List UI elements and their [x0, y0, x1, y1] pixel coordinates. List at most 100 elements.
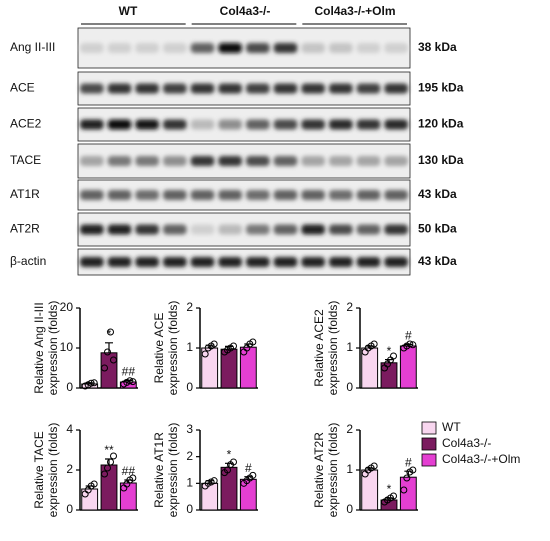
significance-label: #: [405, 455, 412, 469]
blot-band: [218, 156, 242, 166]
data-point: [249, 338, 257, 346]
data-point: [129, 474, 137, 482]
data-point: [370, 462, 378, 470]
blot-band: [301, 83, 325, 94]
row-label: ACE: [10, 81, 35, 95]
y-tick-label: 2: [346, 300, 353, 314]
blot-band: [80, 43, 104, 53]
blot-band: [356, 257, 381, 267]
blot-band: [190, 83, 215, 94]
data-point: [101, 470, 108, 478]
blot-band: [218, 83, 242, 94]
y-tick-label: 1: [186, 340, 193, 354]
blot-band: [246, 257, 270, 267]
blot-band: [218, 224, 242, 235]
data-point: [370, 340, 378, 348]
data-point: [406, 340, 414, 348]
blot-band: [384, 190, 408, 200]
y-tick-label: 0: [346, 502, 353, 516]
group-label: Col4a3-/-+Olm: [314, 4, 395, 18]
blot-band: [301, 156, 325, 166]
blot-band: [329, 190, 353, 200]
blot-band: [218, 119, 242, 130]
blot-band: [107, 224, 132, 235]
blot-band: [329, 224, 353, 235]
data-point: [409, 341, 417, 349]
blot-band: [356, 190, 381, 200]
y-axis-label: Relative TACE: [32, 431, 46, 509]
bar: [399, 345, 417, 389]
blot-band: [107, 190, 132, 200]
data-point: [249, 471, 257, 479]
data-point: [90, 480, 98, 488]
blot-band: [329, 257, 353, 267]
y-axis-label: expression (folds): [326, 423, 340, 518]
blot-band: [80, 190, 104, 200]
blot-band: [301, 43, 325, 53]
blot-band: [384, 257, 408, 267]
blot-band: [190, 156, 215, 166]
blot-band: [80, 257, 104, 267]
significance-label: ##: [122, 365, 136, 379]
size-label: 120 kDa: [418, 117, 464, 131]
data-point: [390, 492, 397, 500]
blot-band: [135, 156, 159, 166]
y-tick-label: 2: [186, 300, 193, 314]
y-axis-label: Relative Ang II-III: [32, 302, 46, 393]
blot-band: [163, 119, 187, 130]
bar: [399, 476, 417, 511]
blot-band: [301, 119, 325, 130]
blot-band: [190, 43, 215, 53]
legend-swatch: [421, 453, 437, 467]
data-point: [90, 379, 98, 387]
size-label: 50 kDa: [418, 222, 457, 236]
blot-band: [163, 257, 187, 267]
blot-strip: [77, 27, 411, 69]
blot-band: [107, 156, 132, 166]
significance-label: *: [387, 344, 392, 358]
blot-band: [135, 119, 159, 130]
blot-band: [273, 119, 298, 130]
row-label: AT2R: [10, 222, 40, 236]
y-tick-label: 0: [66, 502, 73, 516]
blot-band: [329, 43, 353, 53]
y-tick-label: 0: [186, 380, 193, 394]
significance-label: *: [387, 482, 392, 496]
y-axis-label: Relative ACE2: [312, 309, 326, 387]
y-axis-label: expression (folds): [46, 423, 60, 518]
y-tick-label: 1: [346, 462, 353, 476]
y-axis-label: expression (folds): [326, 301, 340, 396]
blot-band: [301, 190, 325, 200]
blot-band: [190, 224, 215, 235]
legend-label: Col4a3-/-: [442, 436, 491, 450]
y-tick-label: 1: [346, 340, 353, 354]
significance-label: ##: [122, 464, 136, 478]
y-axis-label: expression (folds): [166, 423, 180, 518]
row-label: TACE: [10, 153, 41, 167]
blot-band: [80, 83, 104, 94]
y-tick-label: 2: [186, 449, 193, 463]
blot-band: [329, 119, 353, 130]
blot-strip: [77, 71, 411, 106]
legend-label: Col4a3-/-+Olm: [442, 452, 520, 466]
blot-band: [384, 156, 408, 166]
data-point: [400, 486, 408, 494]
y-tick-label: 20: [60, 300, 74, 314]
y-axis-label: expression (folds): [166, 301, 180, 396]
data-point: [201, 350, 209, 358]
y-tick-label: 3: [186, 422, 193, 436]
blot-band: [80, 224, 104, 235]
row-label: Ang II-III: [10, 40, 55, 54]
legend-swatch: [421, 437, 437, 451]
blot-band: [80, 119, 104, 130]
blot-band: [246, 43, 270, 53]
blot-strip: [77, 248, 411, 276]
blot-band: [273, 257, 298, 267]
data-point: [126, 377, 134, 385]
blot-band: [384, 224, 408, 235]
significance-label: #: [245, 461, 252, 475]
blot-band: [135, 190, 159, 200]
blot-band: [163, 156, 187, 166]
row-label: ACE2: [10, 117, 42, 131]
